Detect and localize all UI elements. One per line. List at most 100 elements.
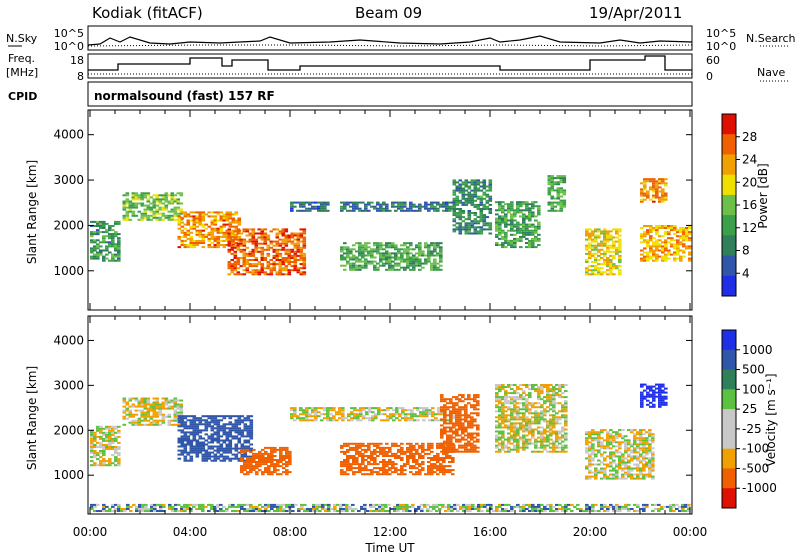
- range-gate-cell: [388, 264, 392, 267]
- range-gate-cell: [161, 212, 166, 215]
- range-gate-cell: [676, 247, 680, 250]
- range-gate-cell: [246, 441, 251, 444]
- range-gate-cell: [443, 408, 447, 411]
- range-gate-cell: [436, 254, 440, 257]
- range-gate-cell: [437, 411, 441, 414]
- range-gate-cell: [379, 260, 383, 263]
- range-gate-cell: [549, 446, 553, 449]
- range-gate-cell: [433, 209, 437, 212]
- range-gate-cell: [302, 271, 307, 274]
- range-gate-cell: [603, 250, 607, 253]
- range-gate-cell: [559, 177, 564, 180]
- range-gate-cell: [588, 244, 592, 247]
- range-gate-cell: [609, 447, 613, 450]
- range-gate-cell: [528, 231, 532, 234]
- range-gate-cell: [449, 434, 453, 437]
- range-gate-cell: [498, 233, 502, 236]
- range-gate-cell: [615, 477, 619, 480]
- range-gate-cell: [510, 201, 514, 204]
- range-gate-cell: [377, 413, 381, 416]
- range-gate-cell: [549, 420, 553, 423]
- range-gate-cell: [449, 444, 453, 447]
- range-gate-cell: [549, 390, 553, 393]
- range-gate-cell: [394, 248, 398, 251]
- range-gate-cell: [643, 186, 647, 189]
- range-gate-cell: [234, 453, 239, 456]
- range-gate-cell: [201, 449, 206, 452]
- range-gate-cell: [249, 425, 254, 428]
- range-gate-cell: [227, 267, 232, 270]
- range-gate-cell: [458, 226, 463, 229]
- range-gate-cell: [606, 443, 610, 446]
- range-gate-cell: [455, 197, 460, 200]
- range-gate-cell: [305, 419, 309, 422]
- range-gate-cell: [222, 239, 227, 242]
- range-gate-cell: [102, 249, 106, 252]
- range-gate-cell: [461, 181, 466, 184]
- range-gate-cell: [448, 471, 452, 474]
- range-gate-cell: [600, 461, 604, 464]
- range-gate-cell: [449, 440, 453, 443]
- range-gate-cell: [299, 250, 304, 253]
- range-gate-cell: [222, 219, 227, 222]
- range-gate-cell: [397, 444, 401, 447]
- range-gate-cell: [507, 424, 511, 427]
- range-gate-cell: [114, 259, 118, 262]
- range-gate-cell: [213, 433, 218, 436]
- range-gate-cell: [237, 459, 242, 462]
- range-gate-cell: [416, 415, 420, 418]
- range-gate-cell: [552, 404, 556, 407]
- range-gate-cell: [222, 451, 227, 454]
- range-gate-cell: [263, 248, 268, 251]
- range-gate-cell: [534, 406, 538, 409]
- range-gate-cell: [367, 246, 371, 249]
- range-gate-cell: [263, 228, 268, 231]
- range-gate-cell: [352, 473, 356, 476]
- range-gate-cell: [352, 266, 356, 269]
- range-gate-cell: [525, 406, 529, 409]
- range-gate-cell: [649, 198, 653, 201]
- range-gate-cell: [231, 447, 236, 450]
- range-gate-cell: [284, 250, 289, 253]
- range-gate-cell: [111, 439, 115, 442]
- range-gate-cell: [320, 201, 324, 204]
- range-gate-cell: [111, 225, 115, 227]
- range-gate-cell: [105, 257, 109, 260]
- range-gate-cell: [498, 207, 502, 210]
- range-gate-cell: [507, 386, 511, 388]
- range-gate-cell: [473, 232, 478, 235]
- range-gate-cell: [461, 444, 465, 447]
- range-gate-cell: [340, 250, 344, 253]
- range-gate-cell: [260, 263, 265, 266]
- range-gate-cell: [534, 231, 538, 234]
- range-gate-cell: [661, 200, 665, 203]
- range-gate-cell: [143, 413, 148, 416]
- range-gate-cell: [461, 191, 466, 194]
- range-gate-cell: [440, 430, 444, 433]
- range-gate-cell: [606, 263, 610, 266]
- range-gate-cell: [273, 448, 277, 451]
- range-gate-cell: [385, 452, 389, 455]
- range-gate-cell: [621, 459, 625, 462]
- range-gate-cell: [365, 411, 369, 414]
- range-gate-cell: [667, 225, 671, 227]
- range-gate-cell: [464, 222, 469, 225]
- range-gate-cell: [473, 191, 478, 194]
- range-gate-cell: [612, 246, 616, 249]
- range-gate-cell: [621, 429, 625, 432]
- range-gate-cell: [343, 450, 347, 453]
- range-gate-cell: [237, 417, 242, 420]
- range-gate-cell: [105, 433, 109, 436]
- range-gate-cell: [661, 192, 665, 195]
- range-gate-cell: [364, 248, 368, 251]
- range-gate-cell: [228, 433, 233, 436]
- range-gate-cell: [242, 252, 247, 255]
- range-gate-cell: [445, 465, 449, 468]
- range-gate-cell: [276, 461, 280, 463]
- range-gate-cell: [210, 242, 215, 244]
- data-region: [440, 394, 480, 453]
- range-gate-cell: [531, 404, 535, 407]
- range-gate-cell: [149, 407, 154, 410]
- range-gate-cell: [134, 196, 139, 199]
- range-gate-cell: [131, 397, 136, 400]
